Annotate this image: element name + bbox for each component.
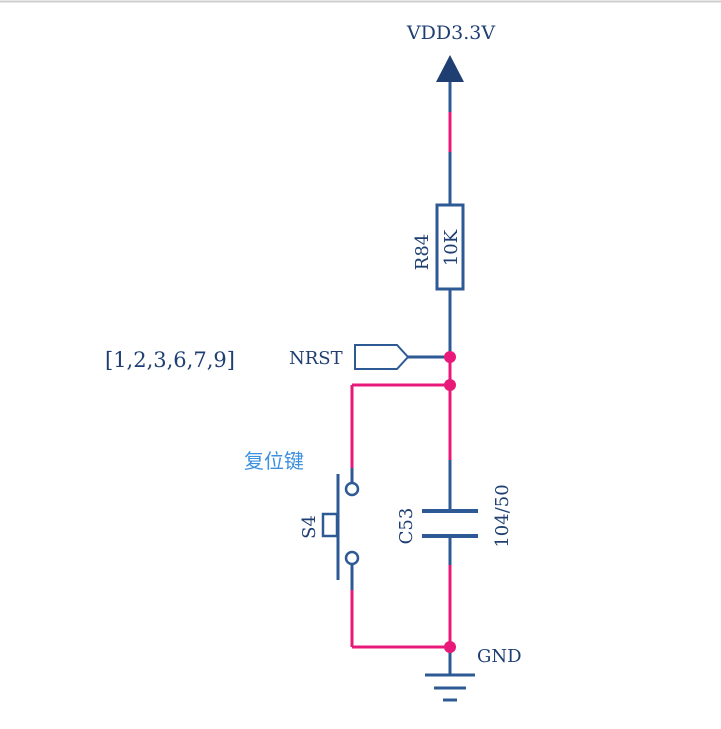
power-label: VDD3.3V (406, 22, 495, 44)
switch-contact-bottom (344, 550, 360, 566)
switch-ref: S4 (299, 515, 320, 539)
power-symbol: VDD3.3V (406, 22, 495, 82)
net-port-icon (354, 344, 410, 370)
resistor-r84: R84 10K (412, 203, 465, 291)
switch-s4: S4 复位键 (244, 449, 360, 590)
junction-switch (444, 379, 456, 391)
switch-contact-top (344, 481, 360, 497)
power-arrow-icon (436, 55, 464, 82)
resistor-ref: R84 (412, 234, 433, 270)
net-name: NRST (289, 348, 343, 369)
capacitor-c53: C53 104/50 (396, 484, 513, 547)
nrst-port: NRST [1,2,3,6,7,9] (105, 344, 450, 372)
resistor-value: 10K (441, 229, 462, 266)
junction-nrst (444, 351, 456, 363)
switch-description: 复位键 (244, 449, 304, 473)
net-sheet-refs: [1,2,3,6,7,9] (105, 348, 235, 372)
resistor-body (435, 203, 465, 291)
switch-actuator (321, 512, 339, 538)
junction-gnd (444, 641, 456, 653)
cap-ref: C53 (396, 508, 417, 545)
ground-label: GND (477, 646, 522, 667)
cap-value: 104/50 (492, 484, 513, 547)
ground-symbol: GND (425, 646, 522, 702)
